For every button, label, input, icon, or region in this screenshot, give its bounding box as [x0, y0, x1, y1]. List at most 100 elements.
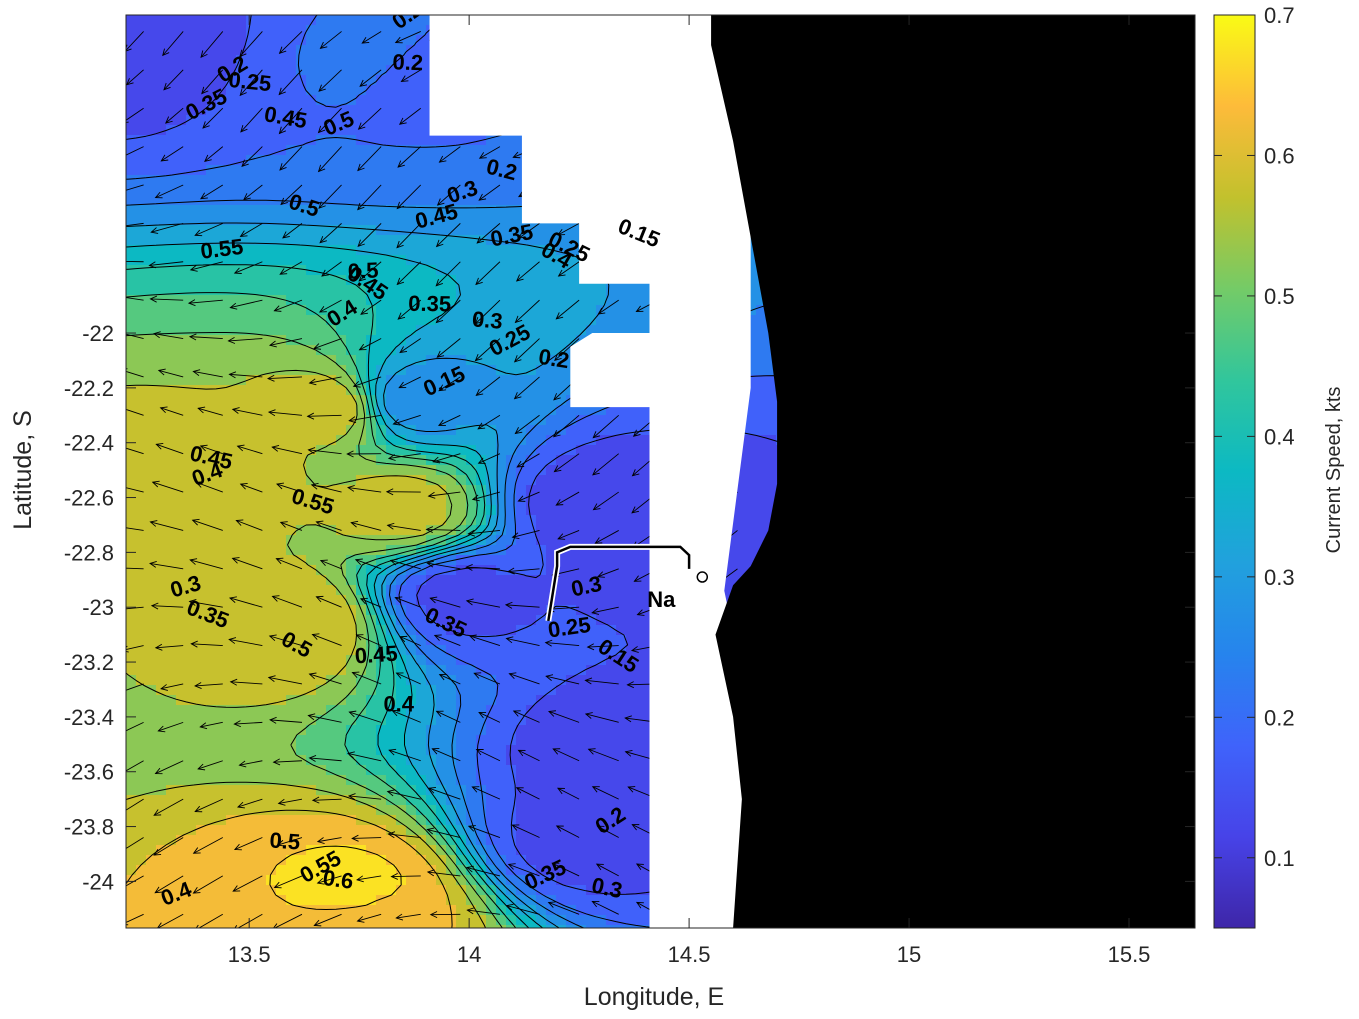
field-cell — [526, 435, 537, 446]
field-cell — [626, 405, 637, 416]
field-cell — [306, 195, 317, 206]
field-cell — [286, 455, 297, 466]
field-cell — [406, 235, 417, 246]
field-cell — [496, 165, 507, 176]
field-cell — [296, 375, 307, 386]
field-cell — [166, 285, 177, 296]
field-cell — [236, 205, 247, 216]
field-cell — [206, 135, 217, 146]
field-cell — [346, 85, 357, 96]
field-cell — [516, 225, 527, 236]
field-cell — [286, 15, 297, 26]
field-cell — [166, 215, 177, 226]
field-cell — [356, 105, 367, 116]
field-cell — [126, 65, 137, 76]
field-cell — [586, 415, 597, 426]
field-cell — [476, 435, 487, 446]
field-cell — [516, 275, 527, 286]
field-cell — [166, 275, 177, 286]
field-cell — [366, 125, 377, 136]
field-cell — [506, 445, 517, 456]
field-cell — [326, 295, 337, 306]
field-cell — [536, 355, 547, 366]
field-cell — [126, 145, 137, 156]
field-cell — [536, 345, 547, 356]
field-cell — [156, 405, 167, 416]
field-cell — [436, 145, 447, 156]
field-cell — [366, 95, 377, 106]
field-cell — [196, 375, 207, 386]
field-cell — [296, 115, 307, 126]
field-cell — [216, 425, 227, 436]
field-cell — [396, 165, 407, 176]
field-cell — [356, 115, 367, 126]
field-cell — [516, 285, 527, 296]
field-cell — [436, 455, 447, 466]
field-cell — [766, 405, 777, 416]
field-cell — [196, 405, 207, 416]
field-cell — [506, 405, 517, 416]
field-cell — [346, 385, 357, 396]
field-cell — [356, 465, 367, 476]
field-cell — [236, 215, 247, 226]
field-cell — [346, 185, 357, 196]
field-cell — [296, 85, 307, 96]
field-cell — [146, 35, 157, 46]
field-cell — [156, 285, 167, 296]
field-cell — [316, 285, 327, 296]
field-cell — [346, 345, 357, 356]
field-cell — [176, 215, 187, 226]
field-cell — [466, 315, 477, 326]
field-cell — [416, 125, 427, 136]
field-cell — [366, 195, 377, 206]
field-cell — [306, 255, 317, 266]
field-cell — [506, 395, 517, 406]
field-cell — [386, 395, 397, 406]
field-cell — [736, 455, 747, 466]
field-cell — [516, 475, 527, 486]
field-cell — [166, 75, 177, 86]
field-cell — [396, 15, 407, 26]
field-cell — [566, 225, 577, 236]
field-cell — [296, 255, 307, 266]
field-cell — [546, 415, 557, 426]
field-cell — [746, 255, 757, 266]
field-cell — [746, 365, 757, 376]
field-cell — [396, 385, 407, 396]
field-cell — [136, 435, 147, 446]
field-cell — [516, 375, 527, 386]
field-cell — [196, 285, 207, 296]
field-cell — [206, 425, 217, 436]
field-cell — [456, 315, 467, 326]
field-cell — [396, 215, 407, 226]
field-cell — [506, 285, 517, 296]
field-cell — [546, 405, 557, 416]
field-cell — [206, 285, 217, 296]
field-cell — [566, 295, 577, 306]
field-cell — [316, 245, 327, 256]
field-cell — [506, 425, 517, 436]
field-cell — [506, 275, 517, 286]
field-cell — [126, 15, 137, 26]
field-cell — [356, 245, 367, 256]
field-cell — [376, 365, 387, 376]
field-cell — [146, 405, 157, 416]
field-cell — [466, 345, 477, 356]
field-cell — [176, 45, 187, 56]
field-cell — [336, 245, 347, 256]
field-cell — [186, 375, 197, 386]
field-cell — [386, 175, 397, 186]
field-cell — [406, 435, 417, 446]
field-cell — [456, 415, 467, 426]
field-cell — [156, 445, 167, 456]
field-cell — [526, 245, 537, 256]
field-cell — [496, 205, 507, 216]
field-cell — [166, 85, 177, 96]
field-cell — [316, 435, 327, 446]
field-cell — [486, 215, 497, 226]
field-cell — [306, 285, 317, 296]
field-cell — [346, 145, 357, 156]
field-cell — [326, 245, 337, 256]
field-cell — [226, 35, 237, 46]
field-cell — [346, 335, 357, 346]
